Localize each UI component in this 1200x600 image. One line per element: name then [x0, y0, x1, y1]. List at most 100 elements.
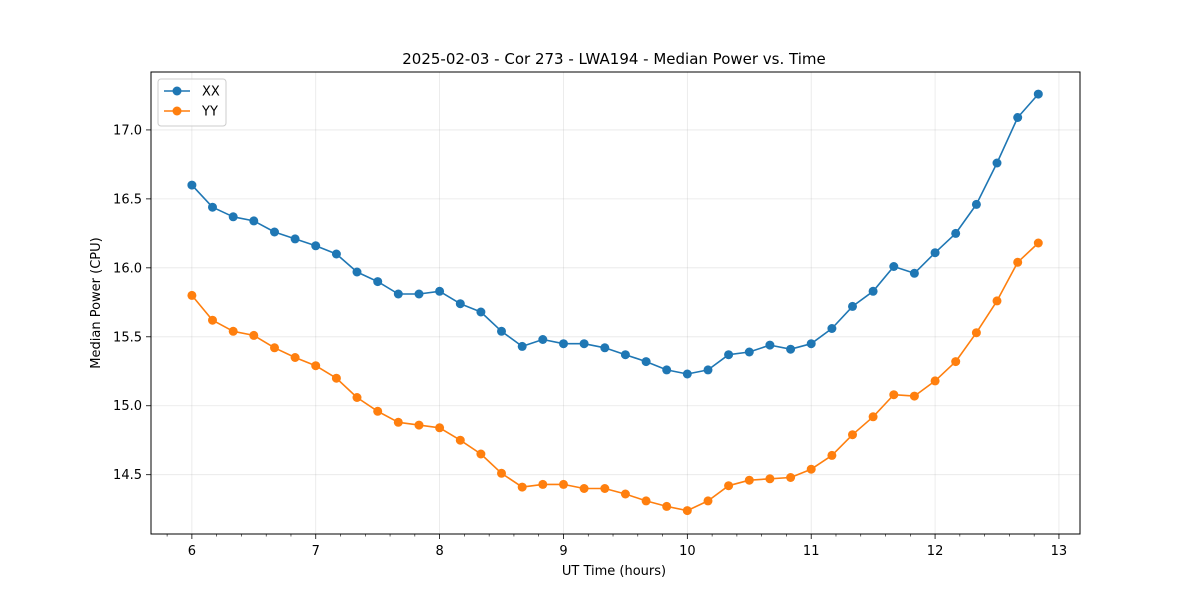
- x-tick-label: 8: [435, 544, 443, 559]
- data-point-xx: [517, 341, 527, 351]
- x-tick-label: 7: [312, 544, 320, 559]
- data-point-yy: [930, 376, 940, 386]
- data-point-yy: [641, 496, 651, 506]
- y-tick-label: 15.5: [113, 330, 142, 345]
- data-point-xx: [641, 357, 651, 367]
- data-point-yy: [1013, 257, 1023, 267]
- data-point-yy: [682, 506, 692, 516]
- data-point-yy: [559, 479, 568, 489]
- data-point-xx: [620, 350, 630, 360]
- data-point-yy: [435, 423, 445, 433]
- data-point-yy: [579, 484, 589, 493]
- data-point-yy: [290, 353, 300, 362]
- data-point-xx: [662, 365, 672, 375]
- data-point-xx: [1033, 89, 1043, 99]
- series-layer: [187, 89, 1043, 516]
- data-point-yy: [992, 296, 1002, 306]
- data-point-xx: [703, 365, 713, 375]
- legend-label-yy: YY: [201, 105, 218, 120]
- data-point-yy: [311, 361, 321, 371]
- data-point-xx: [187, 180, 197, 190]
- data-point-xx: [848, 301, 857, 311]
- data-point-yy: [1033, 238, 1043, 248]
- data-point-xx: [393, 289, 403, 299]
- chart-title: 2025-02-03 - Cor 273 - LWA194 - Median P…: [402, 50, 826, 68]
- data-point-xx: [228, 212, 238, 222]
- y-tick-label: 17.0: [113, 123, 142, 138]
- data-point-yy: [806, 464, 816, 474]
- data-point-xx: [559, 339, 568, 349]
- data-point-xx: [765, 340, 775, 350]
- data-point-xx: [971, 199, 981, 209]
- legend-label-xx: XX: [202, 85, 220, 100]
- data-point-yy: [827, 450, 837, 460]
- axes: 6 7 8 9 10 11 12 13 14.5 15.0 15.5 16.0 16.5 17.0: [113, 123, 1067, 559]
- data-point-xx: [435, 286, 445, 296]
- data-point-xx: [270, 227, 279, 237]
- data-point-xx: [579, 339, 589, 349]
- x-tick-label: 10: [679, 544, 696, 559]
- x-tick-label: 12: [927, 544, 944, 559]
- data-point-yy: [868, 412, 878, 422]
- y-tick-label: 15.0: [113, 399, 142, 414]
- legend-marker-xx: [172, 86, 182, 96]
- x-tick-label: 11: [803, 544, 820, 559]
- grid: [151, 72, 1080, 534]
- data-point-yy: [703, 496, 713, 506]
- data-point-xx: [249, 216, 259, 226]
- y-axis-label: Median Power (CPU): [89, 237, 104, 368]
- x-tick-label: 6: [188, 544, 196, 559]
- data-point-xx: [352, 267, 362, 277]
- data-point-yy: [249, 330, 259, 340]
- data-point-xx: [311, 241, 321, 251]
- data-point-xx: [1013, 113, 1023, 122]
- data-point-yy: [744, 475, 754, 485]
- data-point-yy: [765, 474, 775, 484]
- data-point-xx: [744, 347, 754, 357]
- x-tick-label: 9: [559, 544, 567, 559]
- data-point-yy: [352, 393, 362, 402]
- data-point-xx: [827, 324, 837, 333]
- data-point-yy: [517, 482, 527, 492]
- data-point-xx: [806, 339, 816, 349]
- data-point-xx: [373, 277, 383, 287]
- data-point-xx: [724, 350, 734, 360]
- legend: XX YY: [157, 78, 227, 127]
- data-point-xx: [538, 335, 548, 344]
- data-point-xx: [476, 307, 486, 317]
- data-point-yy: [208, 315, 217, 325]
- x-axis-label: UT Time (hours): [562, 564, 666, 579]
- data-point-xx: [786, 344, 796, 354]
- legend-marker-yy: [172, 106, 182, 116]
- data-point-yy: [187, 290, 197, 300]
- data-point-xx: [868, 286, 878, 296]
- data-point-yy: [373, 406, 383, 416]
- data-point-xx: [208, 202, 217, 212]
- data-point-xx: [909, 268, 919, 278]
- y-tick-label: 16.0: [113, 261, 142, 276]
- data-point-yy: [848, 430, 857, 440]
- data-point-yy: [909, 391, 919, 401]
- data-point-yy: [414, 420, 424, 430]
- data-point-xx: [930, 248, 940, 258]
- data-point-yy: [331, 373, 341, 383]
- data-point-xx: [290, 234, 300, 244]
- y-tick-label: 16.5: [113, 192, 142, 207]
- data-point-yy: [270, 343, 279, 353]
- data-point-yy: [951, 357, 961, 367]
- data-point-yy: [538, 479, 548, 489]
- data-point-yy: [393, 417, 403, 427]
- data-point-yy: [724, 481, 734, 491]
- data-point-yy: [228, 326, 238, 336]
- data-point-xx: [992, 158, 1002, 168]
- data-point-yy: [662, 501, 672, 511]
- data-point-yy: [786, 473, 796, 482]
- data-point-xx: [455, 299, 465, 309]
- data-point-yy: [889, 390, 899, 400]
- data-point-xx: [331, 249, 341, 259]
- data-point-yy: [600, 484, 610, 493]
- x-tick-label: 13: [1051, 544, 1068, 559]
- y-tick-label: 14.5: [113, 468, 142, 483]
- data-point-xx: [951, 228, 961, 238]
